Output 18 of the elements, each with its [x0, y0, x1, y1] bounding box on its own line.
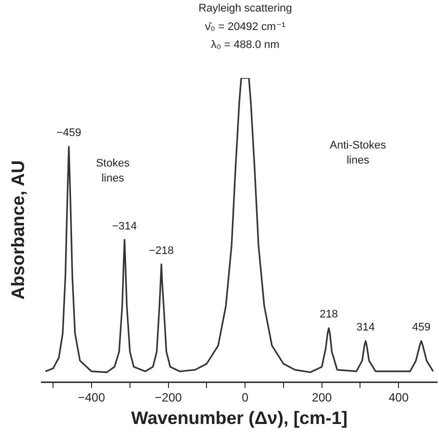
annotation: 459 — [412, 321, 430, 334]
x-tick-label: 200 — [312, 390, 332, 405]
x-tick-label: 0 — [242, 390, 249, 405]
annotation: Stokes lines — [96, 158, 130, 185]
x-tick-label: −400 — [78, 390, 106, 405]
annotation: −218 — [148, 244, 174, 257]
annotation: Anti-Stokes lines — [330, 139, 387, 166]
y-axis-title: Absorbance, AU — [8, 160, 28, 300]
x-axis-title: Wavenumber (Δν), [cm-1] — [131, 408, 348, 428]
text: ν̄₀ = 20492 cm⁻¹ — [205, 20, 286, 33]
x-tick-label: −200 — [154, 390, 182, 405]
annotation: −314 — [112, 220, 137, 232]
annotation: −459 — [56, 127, 82, 140]
text: Rayleigh scattering — [198, 2, 292, 15]
text: λ₀ = 488.0 nm — [210, 39, 280, 52]
annotation: 314 — [356, 321, 375, 334]
x-tick-label: 400 — [388, 390, 409, 405]
annotation: 218 — [320, 308, 338, 321]
